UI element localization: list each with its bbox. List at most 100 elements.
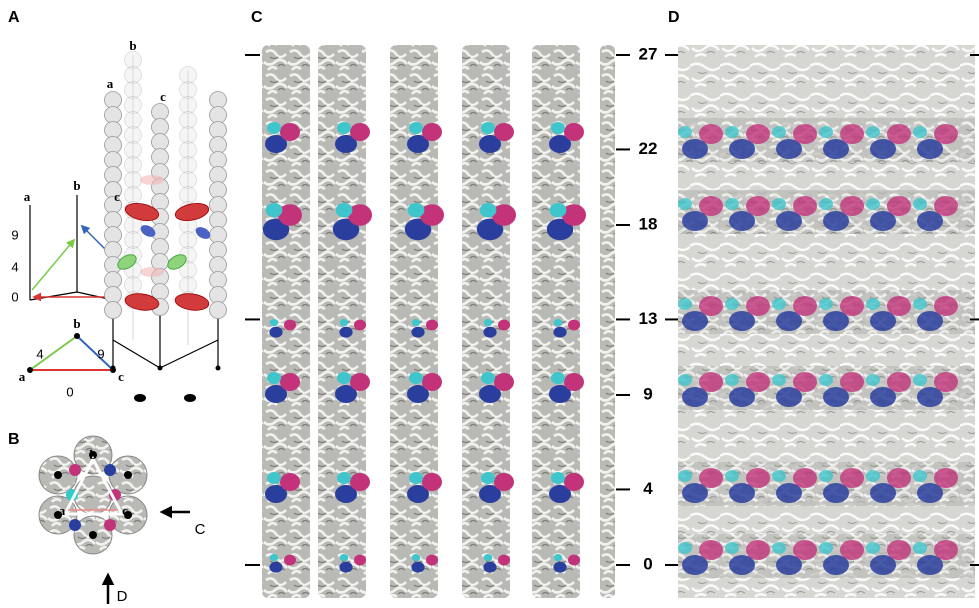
protein: [568, 320, 580, 331]
protein: [887, 468, 911, 488]
sphere: [210, 92, 227, 109]
protein: [934, 540, 958, 560]
protein: [678, 126, 692, 138]
protein: [678, 298, 692, 310]
protein: [480, 203, 497, 217]
protein: [280, 473, 300, 491]
protein: [337, 472, 351, 484]
sphere: [105, 167, 122, 184]
protein: [422, 123, 442, 141]
protein: [267, 472, 281, 484]
protein: [840, 124, 864, 144]
protein: [699, 196, 723, 216]
protein: [840, 196, 864, 216]
sphere: [125, 52, 142, 69]
protein: [551, 472, 565, 484]
sphere: [210, 137, 227, 154]
protein: [746, 540, 770, 560]
sphere: [180, 127, 197, 144]
panel-label: B: [8, 431, 20, 448]
protein: [866, 374, 880, 386]
protein: [725, 126, 739, 138]
protein: [934, 124, 958, 144]
protein: [408, 203, 425, 217]
protein: [793, 468, 817, 488]
sphere: [105, 242, 122, 259]
sphere: [210, 227, 227, 244]
vertex-label: c: [122, 503, 128, 518]
axis-label: b: [129, 38, 136, 53]
protein: [913, 126, 927, 138]
protein: [913, 198, 927, 210]
protein: [550, 203, 567, 217]
protein: [481, 122, 495, 134]
vertex-label: b: [73, 316, 80, 331]
protein: [354, 320, 366, 331]
sphere: [125, 112, 142, 129]
sphere: [125, 127, 142, 144]
protein: [699, 296, 723, 316]
protein: [498, 320, 510, 331]
sphere: [125, 187, 142, 204]
protein: [481, 372, 495, 384]
sphere: [105, 302, 122, 319]
protein: [354, 555, 366, 566]
sphere: [180, 172, 197, 189]
protein: [913, 470, 927, 482]
height-label: 4: [11, 259, 18, 274]
protein: [350, 473, 370, 491]
protein: [866, 198, 880, 210]
protein: [772, 126, 786, 138]
protein: [819, 374, 833, 386]
protein: [498, 555, 510, 566]
scale-label: 22: [639, 139, 658, 158]
protein: [887, 296, 911, 316]
protein: [840, 372, 864, 392]
edge-label: 9: [97, 346, 104, 361]
protein: [934, 372, 958, 392]
sphere: [105, 287, 122, 304]
scale-label: 0: [643, 554, 652, 573]
protein: [69, 519, 81, 531]
protein: [350, 373, 370, 391]
protein: [426, 320, 438, 331]
protein: [553, 562, 566, 573]
edge-label: 4: [36, 346, 43, 361]
protein: [725, 198, 739, 210]
protein: [494, 123, 514, 141]
protein: [772, 298, 786, 310]
sphere: [210, 197, 227, 214]
protein: [551, 372, 565, 384]
protein: [269, 562, 282, 573]
protein: [284, 320, 296, 331]
core: [54, 471, 62, 479]
protein: [934, 196, 958, 216]
vertex-label: c: [118, 369, 124, 384]
protein: [339, 562, 352, 573]
sphere: [105, 152, 122, 169]
sphere: [105, 122, 122, 139]
sphere: [180, 82, 197, 99]
protein: [551, 122, 565, 134]
protein: [819, 198, 833, 210]
protein: [913, 374, 927, 386]
sphere: [125, 157, 142, 174]
sphere: [125, 172, 142, 189]
sphere: [105, 92, 122, 109]
sphere: [152, 149, 169, 166]
sphere: [210, 212, 227, 229]
protein: [280, 373, 300, 391]
protein: [772, 470, 786, 482]
sphere: [105, 212, 122, 229]
view-label: D: [117, 588, 128, 605]
protein: [699, 124, 723, 144]
sphere: [210, 242, 227, 259]
protein: [267, 372, 281, 384]
sphere: [125, 82, 142, 99]
protein: [270, 554, 278, 561]
height-label: 9: [11, 227, 18, 242]
protein: [412, 554, 420, 561]
sphere: [210, 287, 227, 304]
protein: [564, 373, 584, 391]
sphere: [180, 232, 197, 249]
